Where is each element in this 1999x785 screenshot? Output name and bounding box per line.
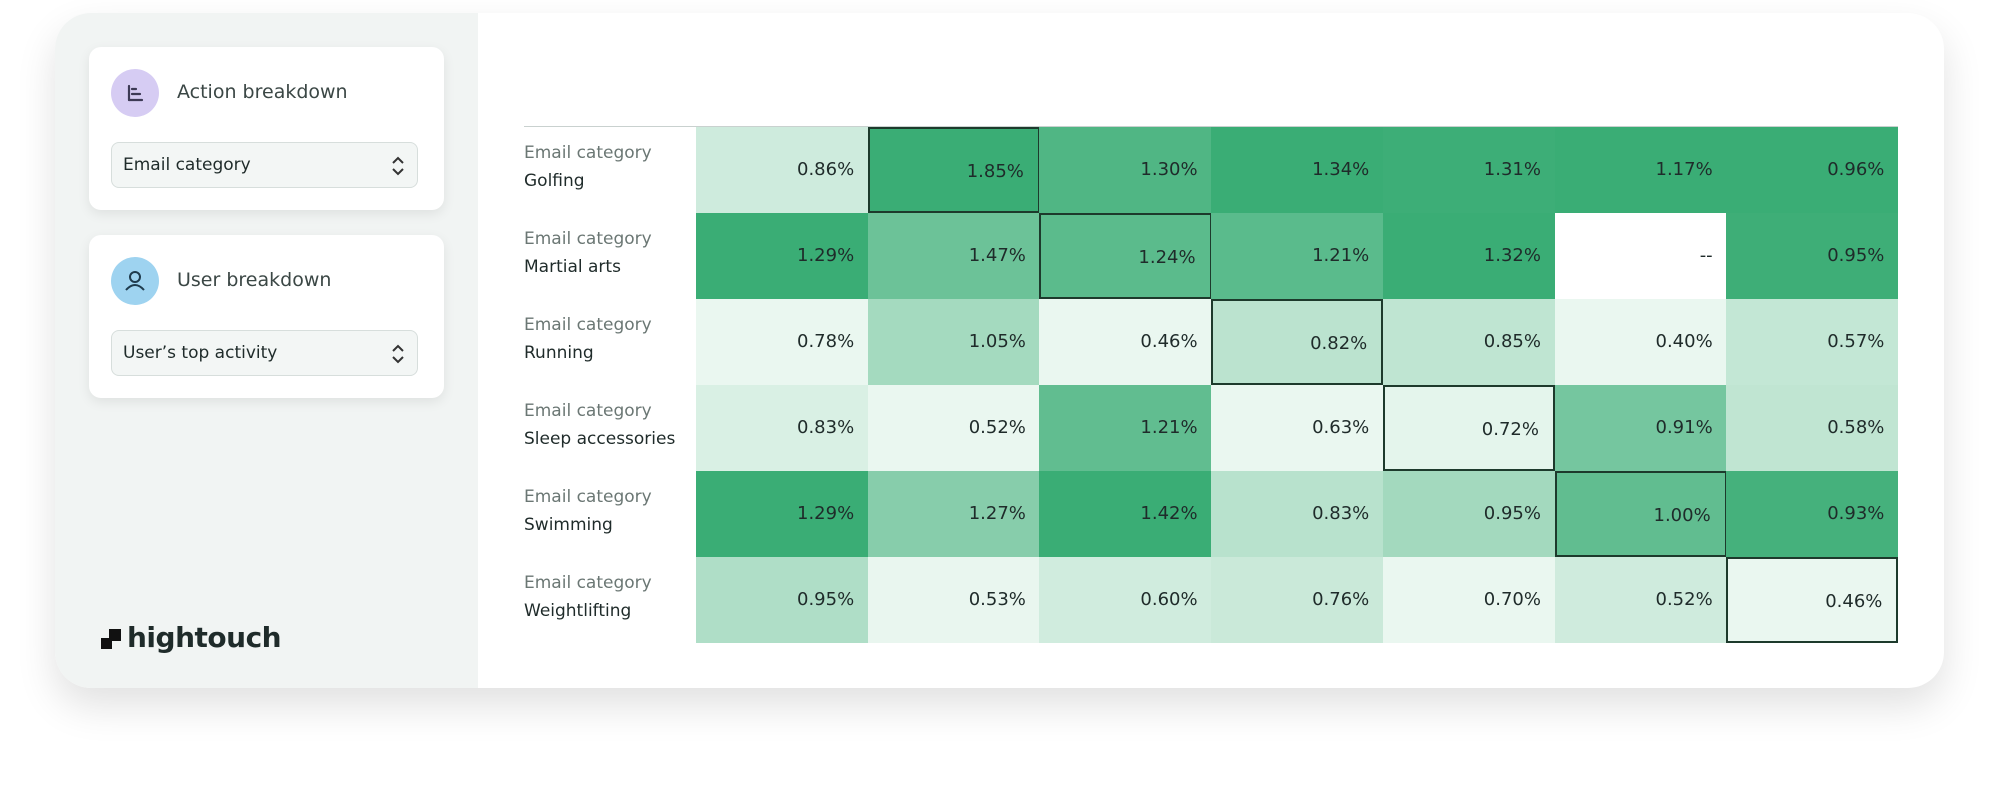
heatmap-cell: 1.05% — [867, 299, 1040, 385]
panel-label: Action breakdown — [177, 81, 348, 103]
heatmap-cell: 0.82% — [1211, 299, 1384, 385]
logo-mark — [101, 629, 121, 649]
action-panel: Action breakdown Email category — [89, 47, 444, 210]
heatmap-cell: 0.46% — [1039, 299, 1212, 385]
heatmap-cell: 1.29% — [696, 471, 869, 557]
row-kicker: Email category — [524, 315, 652, 335]
logo-text: hightouch — [127, 621, 282, 654]
heatmap-cell: 0.86% — [696, 127, 869, 213]
select-value: Email category — [123, 155, 251, 175]
row-kicker: Email category — [524, 143, 652, 163]
heatmap-cell: 0.40% — [1554, 299, 1727, 385]
heatmap-cell: -- — [1554, 213, 1727, 299]
heatmap-cell: 1.32% — [1382, 213, 1555, 299]
select[interactable]: User’s top activity — [111, 330, 418, 376]
heatmap-cell: 1.30% — [1039, 127, 1212, 213]
heatmap-cell: 1.21% — [1039, 385, 1212, 471]
heatmap-cell: 0.91% — [1554, 385, 1727, 471]
sidebar: Action breakdown Email category User bre… — [55, 13, 478, 688]
select-value: User’s top activity — [123, 343, 278, 363]
user-panel: User breakdown User’s top activity — [89, 235, 444, 398]
chevrons — [392, 156, 404, 176]
row-kicker: Email category — [524, 573, 652, 593]
row-name: Golfing — [524, 171, 585, 191]
row-kicker: Email category — [524, 229, 652, 249]
row-name: Swimming — [524, 515, 613, 535]
heatmap-cell: 0.52% — [1554, 557, 1727, 643]
heatmap-cell: 0.70% — [1382, 557, 1555, 643]
row-name: Sleep accessories — [524, 429, 676, 449]
heatmap-cell: 0.53% — [867, 557, 1040, 643]
row-kicker: Email category — [524, 487, 652, 507]
heatmap-cell: 0.46% — [1726, 557, 1899, 643]
heatmap-cell: 1.42% — [1039, 471, 1212, 557]
heatmap-cell: 0.83% — [696, 385, 869, 471]
row-name: Running — [524, 343, 594, 363]
heatmap-cell: 0.93% — [1726, 471, 1899, 557]
heatmap-cell: 0.78% — [696, 299, 869, 385]
heatmap-cell: 1.17% — [1554, 127, 1727, 213]
heatmap-cell: 1.24% — [1039, 213, 1212, 299]
heatmap-cell: 0.63% — [1211, 385, 1384, 471]
heatmap-cell: 0.95% — [1726, 213, 1899, 299]
icon — [127, 84, 144, 102]
heatmap-cell: 1.27% — [867, 471, 1040, 557]
select[interactable]: Email category — [111, 142, 418, 188]
icon — [125, 271, 145, 291]
heatmap-cell: 0.60% — [1039, 557, 1212, 643]
row-name: Weightlifting — [524, 601, 632, 621]
header-rule — [524, 126, 1898, 127]
heatmap-cell: 0.58% — [1726, 385, 1899, 471]
row-name: Martial arts — [524, 257, 621, 277]
user-icon — [111, 257, 159, 305]
heatmap-cell: 1.47% — [867, 213, 1040, 299]
heatmap-cell: 1.29% — [696, 213, 869, 299]
heatmap-cell: 0.95% — [696, 557, 869, 643]
row-kicker: Email category — [524, 401, 652, 421]
heatmap-cell: 0.57% — [1726, 299, 1899, 385]
heatmap-cell: 1.85% — [867, 127, 1040, 213]
panel-label: User breakdown — [177, 269, 332, 291]
heatmap-cell: 0.52% — [867, 385, 1040, 471]
heatmap-cell: 1.00% — [1554, 471, 1727, 557]
heatmap-cell: 1.34% — [1211, 127, 1384, 213]
heatmap-cell: 1.21% — [1211, 213, 1384, 299]
card: Action breakdown Email category User bre… — [55, 13, 1944, 688]
heatmap-cell: 0.83% — [1211, 471, 1384, 557]
heatmap-cell: 0.96% — [1726, 127, 1899, 213]
heatmap-cell: 0.85% — [1382, 299, 1555, 385]
heatmap-cell: 1.31% — [1382, 127, 1555, 213]
heatmap-cell: 0.95% — [1382, 471, 1555, 557]
logo: hightouch — [101, 621, 282, 654]
heatmap-cell: 0.72% — [1382, 385, 1555, 471]
action-icon — [111, 69, 159, 117]
chevrons — [392, 344, 404, 364]
heatmap-cell: 0.76% — [1211, 557, 1384, 643]
